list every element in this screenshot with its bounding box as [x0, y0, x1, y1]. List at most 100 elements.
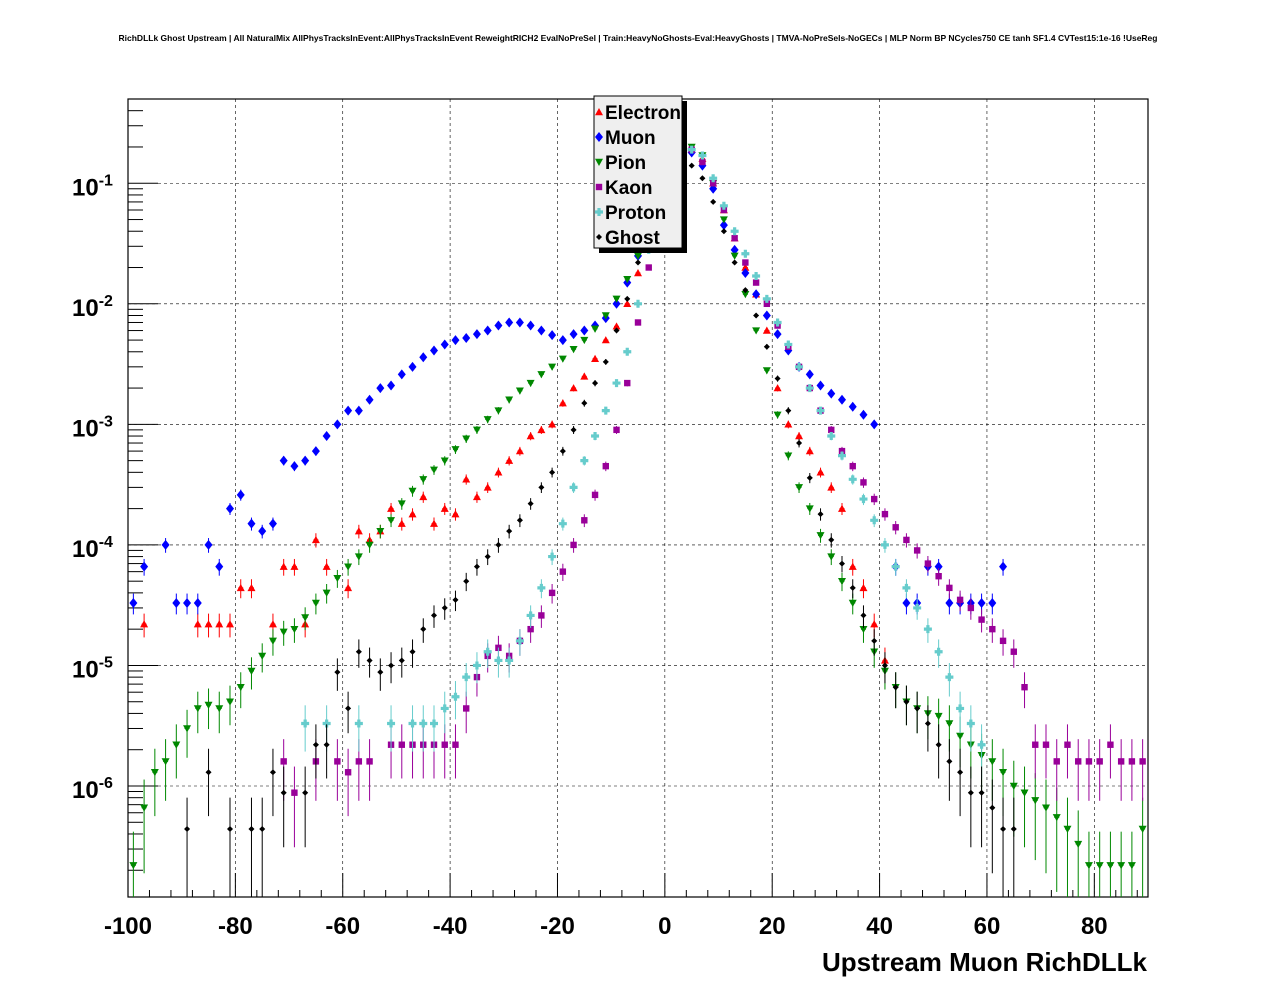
data-point — [1010, 825, 1017, 832]
legend: Electron Muon Pion Kaon Proton Ghost — [593, 95, 687, 253]
data-point — [720, 228, 727, 235]
data-point — [505, 656, 514, 665]
data-point — [558, 519, 567, 528]
y-tick-exponent: -2 — [99, 293, 113, 310]
data-point — [946, 584, 953, 592]
legend-marker-pion — [595, 158, 603, 166]
data-point — [935, 573, 942, 580]
data-point — [322, 562, 331, 570]
data-point — [957, 769, 964, 776]
data-point — [720, 206, 728, 214]
data-point — [624, 379, 631, 387]
data-point — [763, 343, 770, 350]
data-point — [612, 322, 621, 330]
x-tick-label: 60 — [974, 913, 1001, 940]
legend-label-electron: Electron — [605, 103, 681, 124]
data-point — [687, 145, 696, 154]
data-point — [452, 596, 459, 603]
y-tick-label: 10-4 — [72, 534, 113, 563]
data-point — [827, 388, 836, 399]
data-point — [999, 637, 1007, 645]
series-proton — [301, 145, 986, 779]
data-point — [204, 620, 213, 628]
data-point — [699, 175, 706, 182]
data-point — [527, 625, 534, 633]
data-point — [848, 599, 857, 607]
data-point — [613, 426, 620, 434]
data-point — [526, 432, 535, 440]
data-point — [806, 474, 813, 481]
data-point — [934, 561, 943, 572]
data-point — [268, 518, 277, 529]
data-point — [730, 252, 739, 260]
data-point — [870, 419, 879, 430]
data-point — [1021, 684, 1028, 691]
series-pion — [129, 143, 1147, 897]
data-point — [172, 741, 181, 749]
data-point — [719, 201, 728, 210]
data-point — [773, 329, 782, 340]
data-point — [924, 720, 931, 727]
data-point — [472, 492, 481, 501]
data-point — [773, 411, 782, 419]
data-point — [473, 563, 480, 570]
data-point — [1064, 741, 1071, 748]
data-point — [1042, 741, 1050, 748]
data-point — [290, 625, 299, 634]
data-point — [827, 483, 836, 491]
data-point — [774, 375, 781, 382]
data-point — [612, 295, 621, 303]
data-point — [526, 320, 535, 331]
data-point — [268, 637, 277, 645]
data-point — [462, 475, 471, 483]
data-point — [311, 535, 320, 544]
data-point — [526, 379, 535, 388]
data-point — [591, 491, 599, 499]
data-point — [279, 455, 288, 466]
data-point — [1138, 825, 1147, 833]
data-point — [623, 347, 632, 356]
data-point — [859, 495, 868, 504]
data-point — [398, 657, 405, 664]
data-point — [377, 669, 384, 676]
legend-label-kaon: Kaon — [605, 178, 653, 199]
data-point — [183, 725, 192, 733]
data-point — [538, 484, 545, 491]
data-point — [559, 568, 567, 575]
data-point — [570, 541, 577, 549]
data-point — [301, 719, 310, 728]
data-point — [999, 561, 1008, 572]
data-point — [881, 662, 888, 669]
legend-marker-muon — [595, 132, 603, 142]
data-point — [880, 540, 889, 549]
data-point — [859, 625, 868, 634]
data-point — [463, 705, 470, 712]
data-point — [204, 701, 213, 709]
data-point — [849, 584, 856, 591]
data-point — [871, 637, 878, 644]
data-point — [441, 604, 448, 611]
data-point — [419, 492, 428, 501]
data-point — [860, 479, 867, 486]
data-point — [741, 249, 750, 258]
data-point — [827, 432, 836, 441]
y-tick-label: 10-6 — [72, 775, 113, 804]
data-point — [236, 684, 245, 692]
data-point — [236, 489, 245, 500]
legend-marker-ghost — [596, 234, 602, 240]
data-point — [248, 825, 255, 832]
data-point — [945, 720, 954, 728]
data-point — [859, 583, 868, 592]
data-point — [817, 511, 824, 518]
chart-title: RichDLLk Ghost Upstream | All NaturalMix… — [118, 33, 1158, 43]
data-point — [988, 597, 997, 608]
data-point — [752, 272, 761, 281]
data-point — [430, 519, 438, 527]
data-point — [311, 599, 320, 607]
x-tick-label: -100 — [104, 913, 152, 940]
y-axis: 10-610-510-410-310-210-1 — [72, 98, 158, 871]
data-point — [291, 789, 298, 796]
data-point — [354, 527, 363, 535]
data-point — [215, 620, 224, 628]
data-point — [441, 741, 448, 748]
